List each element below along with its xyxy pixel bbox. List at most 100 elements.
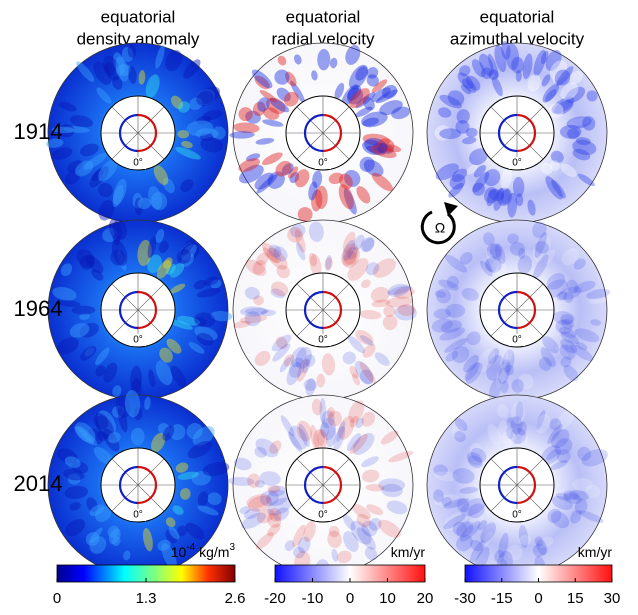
field-blob bbox=[362, 96, 375, 111]
field-blob bbox=[574, 499, 588, 515]
field-blob bbox=[298, 423, 310, 448]
field-blob bbox=[566, 116, 592, 129]
field-blob bbox=[356, 186, 371, 204]
field-blob bbox=[370, 286, 390, 303]
field-blob bbox=[541, 162, 553, 175]
field-blob bbox=[496, 187, 513, 206]
field-blob bbox=[95, 415, 115, 440]
field-blob bbox=[472, 171, 490, 193]
field-blob bbox=[538, 357, 552, 371]
field-blob bbox=[518, 373, 534, 390]
field-blob bbox=[156, 259, 172, 279]
field-blob bbox=[483, 187, 499, 204]
field-blob bbox=[378, 478, 406, 492]
field-blob bbox=[349, 365, 359, 379]
core-grid bbox=[490, 458, 544, 512]
field-blob bbox=[158, 241, 169, 253]
field-blob bbox=[466, 452, 483, 466]
field-blob bbox=[466, 164, 478, 175]
field-blob bbox=[380, 430, 399, 445]
field-blob bbox=[510, 401, 525, 425]
field-blob bbox=[439, 327, 466, 341]
field-blob bbox=[244, 311, 261, 327]
field-blob bbox=[202, 461, 230, 477]
field-blob bbox=[451, 346, 470, 363]
field-blob bbox=[464, 361, 480, 381]
zero-bg bbox=[509, 334, 525, 346]
field-blob bbox=[551, 97, 575, 114]
disk-map: 0° bbox=[47, 219, 233, 401]
field-blob bbox=[71, 461, 89, 474]
field-blob bbox=[93, 413, 109, 430]
field-blob bbox=[261, 309, 276, 317]
field-blob bbox=[98, 159, 118, 182]
field-blob bbox=[254, 480, 265, 488]
field-blob bbox=[550, 150, 564, 163]
field-blob bbox=[111, 76, 123, 90]
field-blob bbox=[98, 199, 115, 221]
field-blob bbox=[261, 242, 282, 264]
field-blob bbox=[268, 485, 286, 497]
field-blob bbox=[465, 362, 483, 384]
field-blob bbox=[147, 236, 157, 259]
field-blob bbox=[89, 166, 110, 188]
field-blob bbox=[266, 489, 288, 507]
field-blob bbox=[346, 87, 364, 105]
field-blob bbox=[342, 231, 356, 253]
field-blob bbox=[494, 549, 505, 563]
field-blob bbox=[196, 332, 214, 346]
field-blob bbox=[267, 171, 285, 189]
field-blob bbox=[549, 103, 564, 118]
field-blob bbox=[365, 262, 380, 276]
field-blob bbox=[445, 351, 459, 362]
field-blob bbox=[500, 167, 513, 190]
field-blob bbox=[177, 130, 190, 139]
field-blob bbox=[296, 242, 306, 261]
colorbar-tick-label: 20 bbox=[417, 590, 434, 607]
field-blob bbox=[185, 522, 205, 540]
field-blob bbox=[329, 57, 338, 69]
field-blob bbox=[186, 423, 203, 440]
field-blob bbox=[455, 120, 470, 134]
field-blob bbox=[550, 460, 568, 470]
field-blob bbox=[212, 126, 226, 140]
field-blob bbox=[274, 69, 290, 85]
row-label: 2014 bbox=[14, 471, 63, 496]
field-blob bbox=[449, 174, 466, 190]
field-blob bbox=[297, 358, 309, 382]
unit-part: km/yr bbox=[391, 544, 426, 560]
field-blob bbox=[501, 189, 511, 205]
field-blob bbox=[341, 84, 359, 107]
field-blob bbox=[538, 536, 554, 548]
field-blob bbox=[310, 253, 322, 278]
colorbar-tick-label: 2.6 bbox=[225, 590, 246, 607]
field-blob bbox=[498, 359, 511, 385]
field-blob bbox=[256, 252, 269, 266]
field-blob bbox=[177, 101, 191, 113]
field-blob bbox=[370, 145, 397, 159]
field-blob bbox=[554, 69, 571, 86]
field-blob bbox=[443, 497, 470, 509]
field-blob bbox=[352, 373, 360, 386]
field-blob bbox=[255, 438, 279, 458]
field-blob bbox=[497, 403, 509, 419]
field-blob bbox=[586, 288, 611, 300]
field-blob bbox=[155, 228, 165, 243]
field-blob bbox=[233, 122, 260, 134]
field-blob bbox=[180, 238, 195, 256]
disk-map: 0° bbox=[426, 394, 608, 576]
field-blob bbox=[256, 174, 278, 194]
field-blob bbox=[488, 53, 499, 78]
field-blob bbox=[360, 279, 371, 289]
field-blob bbox=[252, 259, 266, 275]
field-blob bbox=[275, 160, 292, 177]
field-blob bbox=[109, 219, 122, 241]
field-blob bbox=[202, 109, 223, 121]
field-blob bbox=[196, 288, 221, 298]
field-blob bbox=[363, 159, 384, 177]
field-blob bbox=[60, 263, 73, 277]
field-blob bbox=[311, 189, 323, 212]
field-blob bbox=[569, 490, 590, 501]
field-blob bbox=[375, 89, 398, 104]
field-blob bbox=[343, 188, 357, 215]
